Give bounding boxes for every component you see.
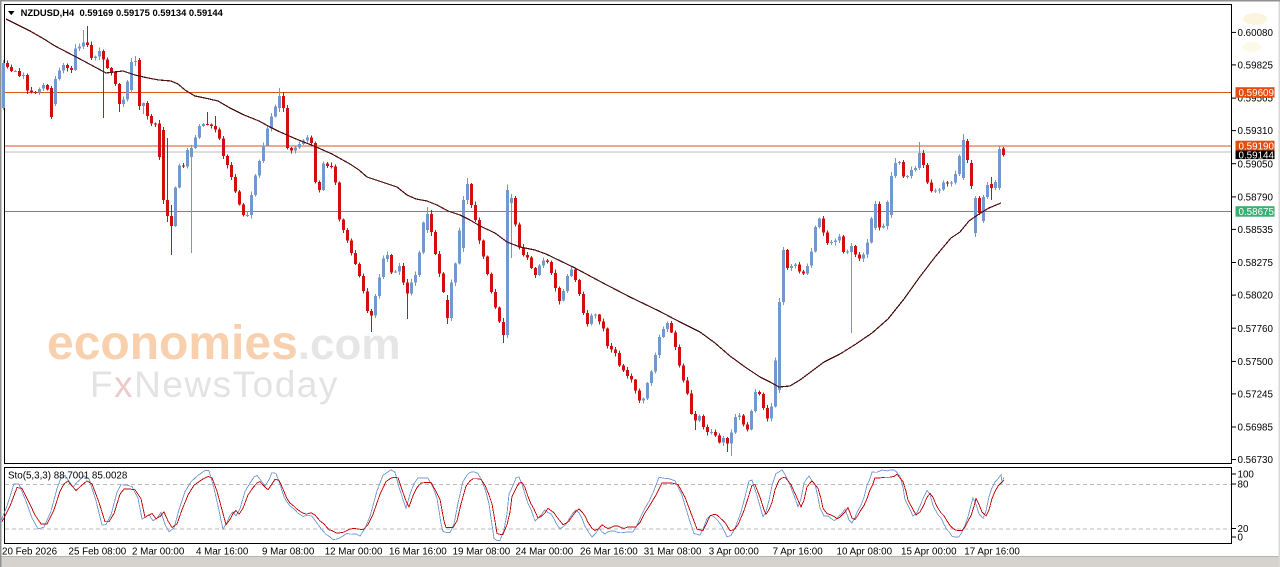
svg-text:0.58020: 0.58020 xyxy=(1238,291,1274,302)
svg-text:31 Mar 08:00: 31 Mar 08:00 xyxy=(644,546,702,557)
svg-text:20: 20 xyxy=(1238,524,1249,535)
svg-text:0.57245: 0.57245 xyxy=(1238,390,1274,401)
svg-text:16 Mar 16:00: 16 Mar 16:00 xyxy=(389,546,447,557)
svg-text:0.59565: 0.59565 xyxy=(1238,94,1274,105)
svg-text:0.57500: 0.57500 xyxy=(1238,357,1274,368)
svg-text:25 Feb 08:00: 25 Feb 08:00 xyxy=(69,546,127,557)
svg-text:NZDUSD,H4 0.59169 0.59175 0.5: NZDUSD,H4 0.59169 0.59175 0.59134 0.5914… xyxy=(21,7,224,18)
svg-text:0.59310: 0.59310 xyxy=(1238,126,1274,137)
svg-text:17 Apr 16:00: 17 Apr 16:00 xyxy=(964,546,1020,557)
svg-text:100: 100 xyxy=(1238,470,1255,481)
svg-text:0.59050: 0.59050 xyxy=(1238,159,1274,170)
svg-text:4 Mar 16:00: 4 Mar 16:00 xyxy=(196,546,249,557)
svg-text:7 Apr 16:00: 7 Apr 16:00 xyxy=(773,546,824,557)
svg-text:19 Mar 08:00: 19 Mar 08:00 xyxy=(453,546,511,557)
svg-text:10 Apr 08:00: 10 Apr 08:00 xyxy=(837,546,893,557)
svg-text:80: 80 xyxy=(1238,480,1249,491)
svg-text:26 Mar 16:00: 26 Mar 16:00 xyxy=(580,546,638,557)
svg-text:15 Apr 00:00: 15 Apr 00:00 xyxy=(901,546,957,557)
svg-text:9 Mar 08:00: 9 Mar 08:00 xyxy=(262,546,315,557)
svg-text:0.59190: 0.59190 xyxy=(1239,142,1275,153)
svg-text:0.59144: 0.59144 xyxy=(1239,150,1275,161)
svg-text:0.58790: 0.58790 xyxy=(1238,193,1274,204)
svg-text:0.56730: 0.56730 xyxy=(1238,455,1274,466)
svg-text:economies.com: economies.com xyxy=(47,317,400,370)
svg-text:0.58675: 0.58675 xyxy=(1239,207,1275,218)
svg-text:0.58275: 0.58275 xyxy=(1238,258,1274,269)
svg-text:Sto(5,3,3) 88.7001 85.0028: Sto(5,3,3) 88.7001 85.0028 xyxy=(8,471,128,482)
svg-text:0.57760: 0.57760 xyxy=(1238,324,1274,335)
svg-text:0.60080: 0.60080 xyxy=(1238,28,1274,39)
svg-text:3 Apr 00:00: 3 Apr 00:00 xyxy=(709,546,760,557)
svg-text:12 Mar 00:00: 12 Mar 00:00 xyxy=(325,546,383,557)
svg-text:0.56985: 0.56985 xyxy=(1238,423,1274,434)
svg-text:0.59609: 0.59609 xyxy=(1239,88,1274,99)
svg-text:0.59825: 0.59825 xyxy=(1238,61,1274,72)
svg-text:20 Feb 2026: 20 Feb 2026 xyxy=(2,546,58,557)
svg-text:0.58535: 0.58535 xyxy=(1238,225,1274,236)
svg-text:24 Mar 00:00: 24 Mar 00:00 xyxy=(516,546,574,557)
svg-text:FxNewsToday: FxNewsToday xyxy=(90,364,339,405)
svg-text:2 Mar 00:00: 2 Mar 00:00 xyxy=(132,546,185,557)
svg-text:0: 0 xyxy=(1238,533,1244,544)
